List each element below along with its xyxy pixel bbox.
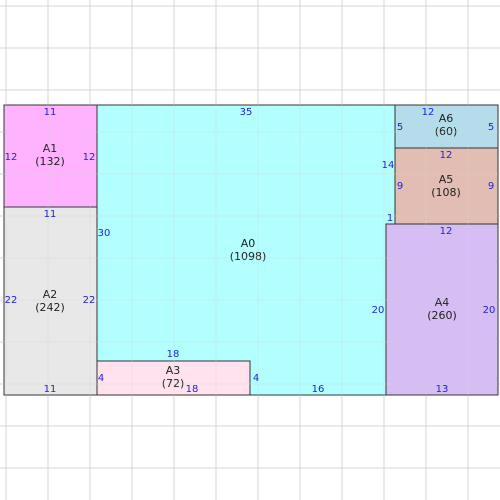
dim-a1-top: 11 xyxy=(44,107,57,118)
dim-a3-right: 4 xyxy=(253,373,259,384)
region-a3-name: A3 xyxy=(166,364,181,377)
region-a0-name: A0 xyxy=(241,237,256,250)
dim-a4-top: 12 xyxy=(440,226,453,237)
dim-a5-right: 9 xyxy=(488,181,494,192)
dim-a4-bottom: 13 xyxy=(436,384,449,395)
region-a1-name: A1 xyxy=(43,142,58,155)
dim-a4-right: 20 xyxy=(483,305,496,316)
region-a2-area: (242) xyxy=(35,301,65,314)
region-a3-shape xyxy=(96,360,251,396)
dim-a6-left: 5 xyxy=(397,122,403,133)
region-a1-shape xyxy=(3,104,98,208)
dim-a0-bottom: 16 xyxy=(312,384,325,395)
region-a0: A0 (1098) xyxy=(96,104,396,396)
region-a3: A3 (72) xyxy=(96,360,251,396)
region-a2-name: A2 xyxy=(43,288,58,301)
region-a5-area: (108) xyxy=(431,186,461,199)
dim-a1-bottom: 11 xyxy=(44,209,57,220)
dim-a0-left: 30 xyxy=(98,228,111,239)
dim-a3-bottom: 18 xyxy=(186,384,199,395)
dim-a2-bottom: 11 xyxy=(44,384,57,395)
region-a4: A4 (260) xyxy=(385,223,499,396)
region-a1: A1 (132) xyxy=(3,104,98,208)
region-a2: A2 (242) xyxy=(3,206,98,396)
region-a3-area: (72) xyxy=(162,377,185,390)
dim-a6-right: 5 xyxy=(488,122,494,133)
region-a6-area: (60) xyxy=(435,125,458,138)
region-a4-name: A4 xyxy=(435,296,450,309)
region-a0-area: (1098) xyxy=(230,250,267,263)
dim-a5-top: 12 xyxy=(440,150,453,161)
region-a6-shape xyxy=(394,104,499,149)
dim-a2-right: 22 xyxy=(83,295,96,306)
dim-a1-right: 12 xyxy=(83,152,96,163)
dim-a6-top: 12 xyxy=(422,107,435,118)
region-a6: A6 (60) xyxy=(394,104,499,149)
dim-a0-right-lower: 20 xyxy=(372,305,385,316)
region-a5: A5 (108) xyxy=(394,147,499,225)
region-a2-shape xyxy=(3,206,98,396)
region-a1-area: (132) xyxy=(35,155,65,168)
dim-a1-left: 12 xyxy=(5,152,18,163)
dim-a0-right-upper: 14 xyxy=(382,160,395,171)
dim-a2-left: 22 xyxy=(5,295,18,306)
dim-a0-top: 35 xyxy=(240,107,253,118)
region-a5-shape xyxy=(394,147,499,225)
region-a4-shape xyxy=(385,223,499,396)
region-a5-name: A5 xyxy=(439,173,454,186)
dimension-labels: 35 30 14 1 20 16 11 12 12 11 22 22 11 18… xyxy=(5,107,496,395)
dim-a5-left: 9 xyxy=(397,181,403,192)
region-a4-area: (260) xyxy=(427,309,457,322)
dim-a3-left: 4 xyxy=(98,373,104,384)
region-a6-name: A6 xyxy=(439,112,454,125)
dim-a3-top: 18 xyxy=(167,349,180,360)
dim-a0-right-step: 1 xyxy=(387,213,393,224)
